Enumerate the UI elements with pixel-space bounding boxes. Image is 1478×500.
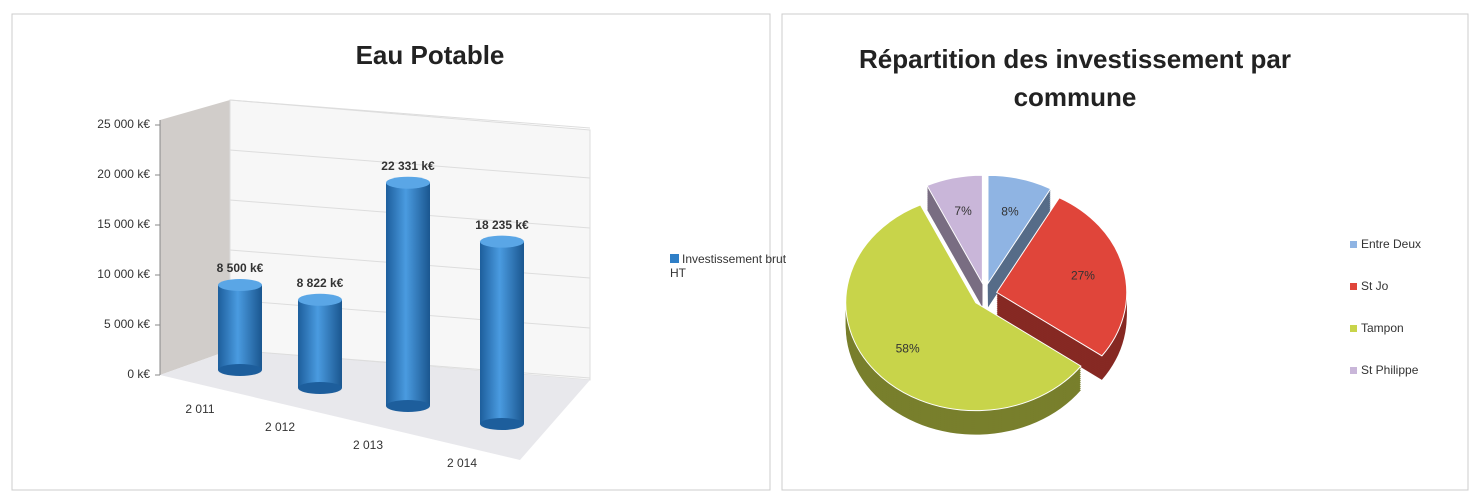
data-label: 27% xyxy=(1071,269,1095,283)
grid-line xyxy=(229,149,591,179)
left-panel xyxy=(11,13,771,491)
bar-top xyxy=(298,293,342,306)
bar xyxy=(480,241,524,424)
x-tick-label: 2 012 xyxy=(265,420,295,434)
data-label: 7% xyxy=(954,204,972,218)
x-tick-label: 2 013 xyxy=(353,438,383,452)
legend-swatch xyxy=(1350,325,1357,332)
side-wall xyxy=(160,100,230,375)
legend-swatch xyxy=(1350,241,1357,248)
bar-bottom xyxy=(218,364,262,376)
bar-bottom xyxy=(386,400,430,412)
data-label: 58% xyxy=(896,342,920,356)
y-tick-label: 20 000 k€ xyxy=(97,167,150,181)
chart-title: Répartition des investissement par commu… xyxy=(858,44,1292,112)
bar xyxy=(298,299,342,388)
legend-swatch xyxy=(670,254,679,263)
legend-label: St Jo xyxy=(1361,279,1389,293)
bar-top xyxy=(218,279,262,291)
x-tick-label: 2 014 xyxy=(447,456,477,470)
bar-top xyxy=(480,235,524,248)
bar-top xyxy=(386,176,430,189)
bar-bottom xyxy=(298,382,342,394)
data-label: 22 331 k€ xyxy=(381,159,435,173)
x-tick-label: 2 011 xyxy=(185,402,214,416)
pie-slice xyxy=(845,204,1082,412)
bar xyxy=(218,285,262,370)
right-panel xyxy=(781,13,1469,491)
legend-entry: Investissement brut HT xyxy=(670,252,790,280)
y-tick-label: 15 000 k€ xyxy=(97,217,150,231)
y-tick-label: 10 000 k€ xyxy=(97,267,150,281)
legend-swatch xyxy=(1350,283,1357,290)
legend-label: Entre Deux xyxy=(1361,237,1421,251)
data-label: 8 500 k€ xyxy=(217,261,264,275)
pie-slice xyxy=(996,197,1128,357)
legend-label: Tampon xyxy=(1361,321,1404,335)
legend-label: St Philippe xyxy=(1361,363,1419,377)
y-tick-label: 25 000 k€ xyxy=(97,117,150,131)
legend-label: Investissement brut HT xyxy=(670,252,787,280)
bar-bottom xyxy=(480,418,524,430)
y-tick-label: 5 000 k€ xyxy=(104,317,150,331)
y-tick-label: 0 k€ xyxy=(127,367,150,381)
data-label: 8 822 k€ xyxy=(297,276,344,290)
grid-line xyxy=(229,99,591,129)
legend-swatch xyxy=(1350,367,1357,374)
pie-slice xyxy=(926,174,983,286)
bar xyxy=(386,182,430,406)
data-label: 8% xyxy=(1001,204,1019,218)
chart-title: Eau Potable xyxy=(355,40,505,70)
pie-slice xyxy=(987,174,1052,286)
data-label: 18 235 k€ xyxy=(475,218,529,232)
